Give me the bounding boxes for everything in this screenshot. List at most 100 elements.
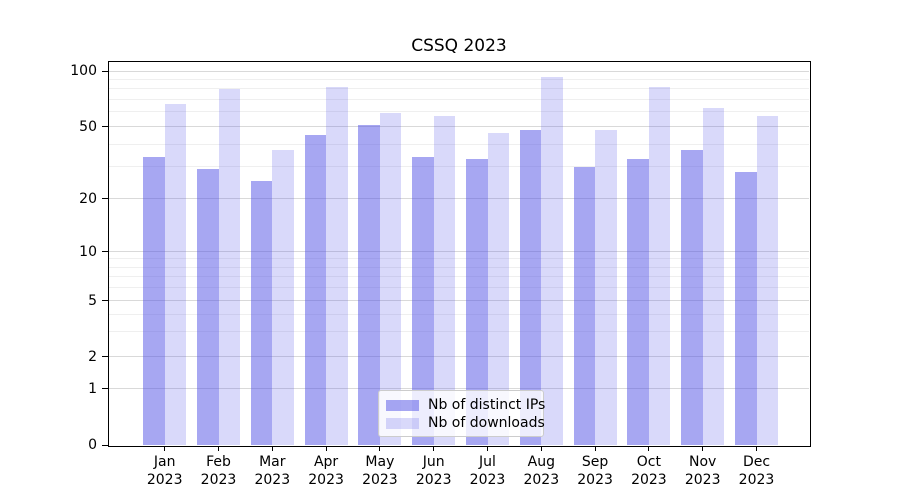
bar-downloads bbox=[164, 104, 187, 445]
plot-area bbox=[108, 61, 811, 447]
y-tick-mark bbox=[102, 300, 108, 301]
x-tick-mark bbox=[164, 446, 166, 451]
x-tick-year: 2023 bbox=[684, 472, 721, 488]
x-tick-month: Oct bbox=[636, 454, 661, 470]
y-tick-mark bbox=[102, 444, 108, 446]
y-tick-mark bbox=[102, 388, 108, 389]
y-tick-label: 5 bbox=[88, 292, 97, 309]
x-tick-label: Jan 2023 bbox=[130, 453, 200, 489]
legend-label: Nb of distinct IPs bbox=[428, 397, 546, 413]
x-tick-mark bbox=[325, 446, 327, 451]
y-gridline-major bbox=[109, 251, 809, 252]
y-gridline-minor bbox=[109, 258, 809, 260]
x-tick-year: 2023 bbox=[523, 472, 560, 488]
y-tick-label: 20 bbox=[79, 190, 97, 207]
y-gridline-minor bbox=[109, 88, 809, 90]
y-gridline-major bbox=[109, 356, 809, 357]
y-tick-mark bbox=[102, 126, 108, 127]
x-tick-mark bbox=[702, 446, 704, 451]
legend-swatch-downloads-icon bbox=[386, 417, 419, 429]
bar-distinct-ips bbox=[250, 180, 273, 445]
bar-distinct-ips bbox=[681, 150, 703, 445]
bar-distinct-ips bbox=[519, 129, 542, 445]
y-tick-label: 100 bbox=[70, 63, 97, 79]
legend-label: Nb of downloads bbox=[428, 415, 545, 431]
bar-distinct-ips bbox=[466, 159, 488, 445]
y-tick-mark bbox=[102, 356, 108, 357]
y-tick-label: 2 bbox=[88, 348, 97, 365]
bar-distinct-ips bbox=[304, 134, 327, 445]
y-gridline-minor bbox=[109, 331, 809, 333]
y-tick-mark bbox=[102, 198, 108, 199]
bar-distinct-ips bbox=[735, 172, 757, 445]
x-tick-label: Oct 2023 bbox=[614, 453, 684, 489]
x-tick-label: Apr 2023 bbox=[291, 453, 361, 489]
y-gridline-major bbox=[109, 198, 809, 199]
x-tick-month: Mar bbox=[259, 454, 286, 470]
x-tick-year: 2023 bbox=[146, 472, 183, 488]
x-tick-year: 2023 bbox=[308, 472, 344, 488]
y-tick-mark bbox=[102, 251, 108, 252]
y-tick-label: 1 bbox=[88, 380, 97, 397]
bar-distinct-ips bbox=[197, 169, 219, 445]
x-tick-month: Apr bbox=[313, 454, 339, 470]
legend: Nb of distinct IPs Nb of downloads bbox=[378, 390, 545, 437]
bar-distinct-ips bbox=[627, 159, 649, 445]
x-tick-mark bbox=[271, 446, 273, 451]
bar-downloads bbox=[326, 86, 348, 445]
y-gridline-minor bbox=[109, 111, 809, 113]
legend-swatch-distinct-ips-icon bbox=[386, 399, 419, 411]
x-tick-mark bbox=[756, 446, 757, 451]
y-gridline-major bbox=[109, 300, 809, 301]
x-tick-mark bbox=[487, 446, 488, 451]
bar-downloads bbox=[541, 76, 563, 445]
y-gridline-minor bbox=[109, 276, 809, 278]
bar-downloads bbox=[702, 107, 725, 445]
x-tick-month: May bbox=[365, 454, 395, 470]
x-tick-month: Nov bbox=[689, 454, 717, 470]
x-tick-year: 2023 bbox=[631, 472, 667, 488]
x-tick-year: 2023 bbox=[738, 472, 775, 488]
y-tick-mark bbox=[102, 70, 108, 72]
x-tick-month: Feb bbox=[206, 454, 231, 470]
y-tick-label: 10 bbox=[79, 243, 97, 260]
legend-item: Nb of distinct IPs bbox=[386, 396, 545, 414]
x-tick-month: Dec bbox=[742, 454, 771, 470]
x-tick-mark bbox=[379, 446, 381, 451]
x-tick-year: 2023 bbox=[577, 472, 613, 488]
x-tick-month: Sep bbox=[581, 454, 609, 470]
x-tick-label: Sep 2023 bbox=[560, 453, 630, 489]
x-tick-year: 2023 bbox=[469, 472, 506, 488]
y-gridline-minor bbox=[109, 143, 809, 145]
x-tick-label: Dec 2023 bbox=[722, 453, 792, 489]
x-tick-label: Nov 2023 bbox=[668, 453, 738, 489]
x-tick-month: Jun bbox=[422, 454, 445, 470]
x-tick-label: Jul 2023 bbox=[453, 453, 523, 489]
x-tick-label: Aug 2023 bbox=[506, 453, 576, 489]
chart-title: CSSQ 2023 bbox=[411, 36, 507, 56]
y-gridline-minor bbox=[109, 313, 809, 315]
y-gridline-minor bbox=[109, 266, 809, 268]
x-tick-year: 2023 bbox=[362, 472, 398, 488]
bar-downloads bbox=[648, 86, 671, 445]
y-gridline-minor bbox=[109, 78, 809, 80]
y-gridline-major bbox=[109, 126, 809, 127]
y-gridline-major bbox=[109, 70, 809, 72]
x-tick-year: 2023 bbox=[415, 472, 452, 488]
bar-downloads bbox=[433, 116, 456, 445]
bar-distinct-ips bbox=[412, 156, 434, 445]
x-tick-mark bbox=[540, 446, 542, 451]
y-tick-label: 50 bbox=[79, 118, 97, 135]
y-gridline-major bbox=[109, 388, 809, 389]
x-tick-month: Jul bbox=[479, 454, 496, 470]
bar-downloads bbox=[487, 133, 509, 445]
x-tick-mark bbox=[433, 446, 435, 451]
x-tick-mark bbox=[594, 446, 596, 451]
bar-downloads bbox=[756, 116, 778, 445]
x-tick-label: Feb 2023 bbox=[184, 453, 254, 489]
bar-downloads bbox=[379, 113, 402, 445]
x-tick-year: 2023 bbox=[254, 472, 291, 488]
bar-downloads bbox=[272, 150, 294, 445]
x-tick-month: Aug bbox=[527, 454, 555, 470]
